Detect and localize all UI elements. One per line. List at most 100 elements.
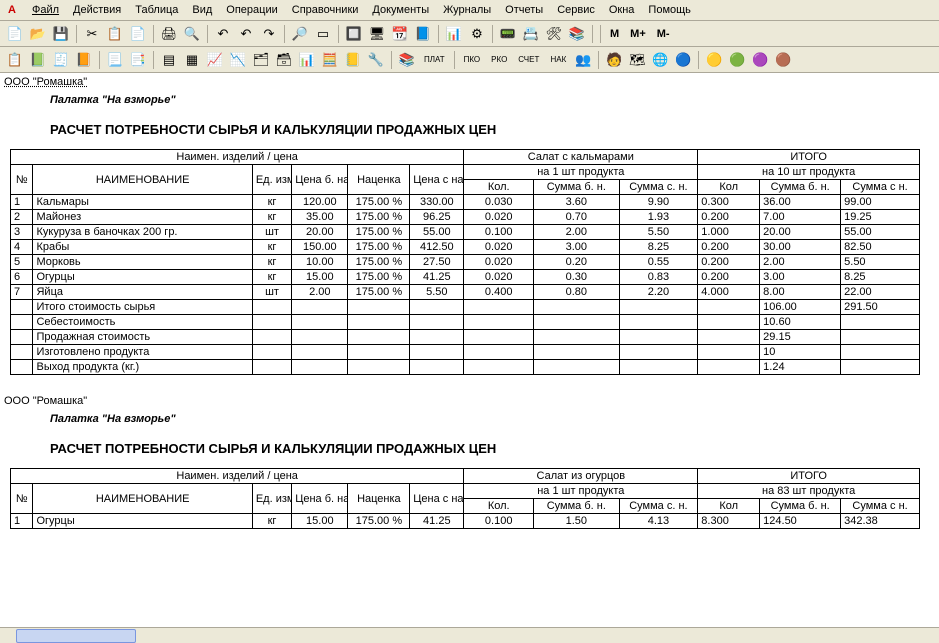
toolbar-button[interactable]: 🗂 xyxy=(250,49,272,71)
hdr-pertotal: на 83 шт продукта xyxy=(698,484,920,499)
menu-operations[interactable]: Операции xyxy=(220,2,283,18)
toolbar-button[interactable]: 👥 xyxy=(572,49,594,71)
table-cell xyxy=(252,360,291,375)
toolbar-button[interactable]: 📊 xyxy=(443,23,465,45)
menu-journals[interactable]: Журналы xyxy=(437,2,497,18)
toolbar-button[interactable]: 🟢 xyxy=(726,49,748,71)
toolbar-button[interactable]: 💾 xyxy=(50,23,72,45)
horizontal-scrollbar[interactable] xyxy=(0,627,939,643)
report-title-2: РАСЧЕТ ПОТРЕБНОСТИ СЫРЬЯ И КАЛЬКУЛЯЦИИ П… xyxy=(0,429,939,468)
toolbar-button[interactable]: 🔵 xyxy=(672,49,694,71)
toolbar-button[interactable]: ✂ xyxy=(81,23,103,45)
table-cell: 9.90 xyxy=(619,195,698,210)
menu-docs[interactable]: Документы xyxy=(366,2,435,18)
toolbar-button[interactable]: НАК xyxy=(545,49,571,71)
menu-view[interactable]: Вид xyxy=(186,2,218,18)
toolbar-button[interactable]: 🌐 xyxy=(649,49,671,71)
table-cell xyxy=(698,300,760,315)
hdr-sbn: Сумма б. н. xyxy=(534,499,619,514)
menu-reports[interactable]: Отчеты xyxy=(499,2,549,18)
toolbar-button[interactable]: 🧮 xyxy=(319,49,341,71)
toolbar-button[interactable]: 🧑 xyxy=(603,49,625,71)
toolbar-button[interactable]: ⚙ xyxy=(466,23,488,45)
toolbar-button[interactable]: ▦ xyxy=(181,49,203,71)
toolbar-button[interactable]: 📄 xyxy=(4,23,26,45)
table-cell xyxy=(348,300,410,315)
table-cell: Крабы xyxy=(33,240,252,255)
toolbar-button[interactable]: 🟣 xyxy=(749,49,771,71)
table-cell: кг xyxy=(252,514,291,529)
table-cell: 175.00 % xyxy=(348,285,410,300)
toolbar-button[interactable]: 📊 xyxy=(296,49,318,71)
toolbar-button[interactable]: 🟤 xyxy=(772,49,794,71)
toolbar-button[interactable]: 📉 xyxy=(227,49,249,71)
table-cell: 4.000 xyxy=(698,285,760,300)
toolbar-button[interactable]: 🧾 xyxy=(50,49,72,71)
toolbar-button[interactable]: 🖥 xyxy=(366,23,388,45)
toolbar-button[interactable]: ▤ xyxy=(158,49,180,71)
toolbar-button[interactable]: 📄 xyxy=(127,23,149,45)
menu-refs[interactable]: Справочники xyxy=(286,2,365,18)
table-cell: 0.100 xyxy=(464,514,534,529)
toolbar-button[interactable]: ↷ xyxy=(258,23,280,45)
toolbar-button[interactable]: 📋 xyxy=(4,49,26,71)
toolbar-button[interactable]: 📗 xyxy=(27,49,49,71)
toolbar-button[interactable]: 🔲 xyxy=(343,23,365,45)
toolbar-button[interactable]: ▭ xyxy=(312,23,334,45)
menu-help[interactable]: Помощь xyxy=(642,2,697,18)
toolbar-2: 📋📗🧾📙 📃📑 ▤▦📈📉🗂🗃📊🧮📒🔧 📚ПЛАТ ПКОРКОСЧЕТНАК👥 🧑🗺🌐🔵 🟡… xyxy=(0,47,939,73)
toolbar-button[interactable]: 🟡 xyxy=(703,49,725,71)
org-name-2: ООО "Ромашка" xyxy=(0,393,939,409)
toolbar-button[interactable]: 📑 xyxy=(127,49,149,71)
toolbar-button[interactable]: ↶ xyxy=(235,23,257,45)
table-cell: 10 xyxy=(760,345,841,360)
toolbar-button[interactable]: РКО xyxy=(486,49,512,71)
toolbar-button[interactable]: 📆 xyxy=(389,23,411,45)
toolbar-button[interactable]: СЧЕТ xyxy=(513,49,544,71)
menu-service[interactable]: Сервис xyxy=(551,2,601,18)
toolbar-button[interactable]: 📃 xyxy=(104,49,126,71)
toolbar-button[interactable]: 📟 xyxy=(497,23,519,45)
toolbar-button[interactable]: 📈 xyxy=(204,49,226,71)
toolbar-button[interactable]: 📘 xyxy=(412,23,434,45)
hdr-total: ИТОГО xyxy=(698,469,920,484)
menu-windows[interactable]: Окна xyxy=(603,2,641,18)
toolbar-button[interactable]: ПЛАТ xyxy=(419,49,450,71)
scrollbar-thumb[interactable] xyxy=(16,629,136,643)
table-summary-row: Итого стоимость сырья106.00291.50 xyxy=(11,300,920,315)
menu-file[interactable]: Файл xyxy=(26,2,65,18)
table-cell: Себестоимость xyxy=(33,315,252,330)
toolbar-button[interactable]: 📚 xyxy=(566,23,588,45)
toolbar-text-button[interactable]: M+ xyxy=(625,23,651,45)
toolbar-text-button[interactable]: M- xyxy=(652,23,675,45)
table-cell: 3.00 xyxy=(760,270,841,285)
table-cell xyxy=(410,315,464,330)
toolbar-button[interactable]: ↶ xyxy=(212,23,234,45)
table-row: 3Кукуруза в баночках 200 гр.шт20.00175.0… xyxy=(11,225,920,240)
toolbar-button[interactable]: 🗃 xyxy=(273,49,295,71)
menu-table[interactable]: Таблица xyxy=(129,2,184,18)
toolbar-separator xyxy=(492,25,493,43)
toolbar-button[interactable]: 🖨 xyxy=(158,23,180,45)
toolbar-button[interactable]: ПКО xyxy=(459,49,486,71)
toolbar-button[interactable]: 🔎 xyxy=(289,23,311,45)
menu-actions[interactable]: Действия xyxy=(67,2,127,18)
toolbar-button[interactable]: 📒 xyxy=(342,49,364,71)
table-cell: 175.00 % xyxy=(348,240,410,255)
toolbar-button[interactable]: 🛠 xyxy=(543,23,565,45)
toolbar-button[interactable]: 📋 xyxy=(104,23,126,45)
toolbar-button[interactable]: 📙 xyxy=(73,49,95,71)
table-cell: 175.00 % xyxy=(348,255,410,270)
hdr-kol: Кол. xyxy=(464,499,534,514)
toolbar-button[interactable]: 📚 xyxy=(396,49,418,71)
toolbar-button[interactable]: 📂 xyxy=(27,23,49,45)
toolbar-button[interactable]: 📇 xyxy=(520,23,542,45)
toolbar-button[interactable]: 🗺 xyxy=(626,49,648,71)
calc-table-2: Наимен. изделий / цена Салат из огурцов … xyxy=(10,468,920,529)
table-cell: 106.00 xyxy=(760,300,841,315)
table-cell xyxy=(698,345,760,360)
toolbar-text-button[interactable]: M xyxy=(605,23,624,45)
toolbar-button[interactable]: 🔧 xyxy=(365,49,387,71)
table-cell: 0.020 xyxy=(464,240,534,255)
toolbar-button[interactable]: 🔍 xyxy=(181,23,203,45)
